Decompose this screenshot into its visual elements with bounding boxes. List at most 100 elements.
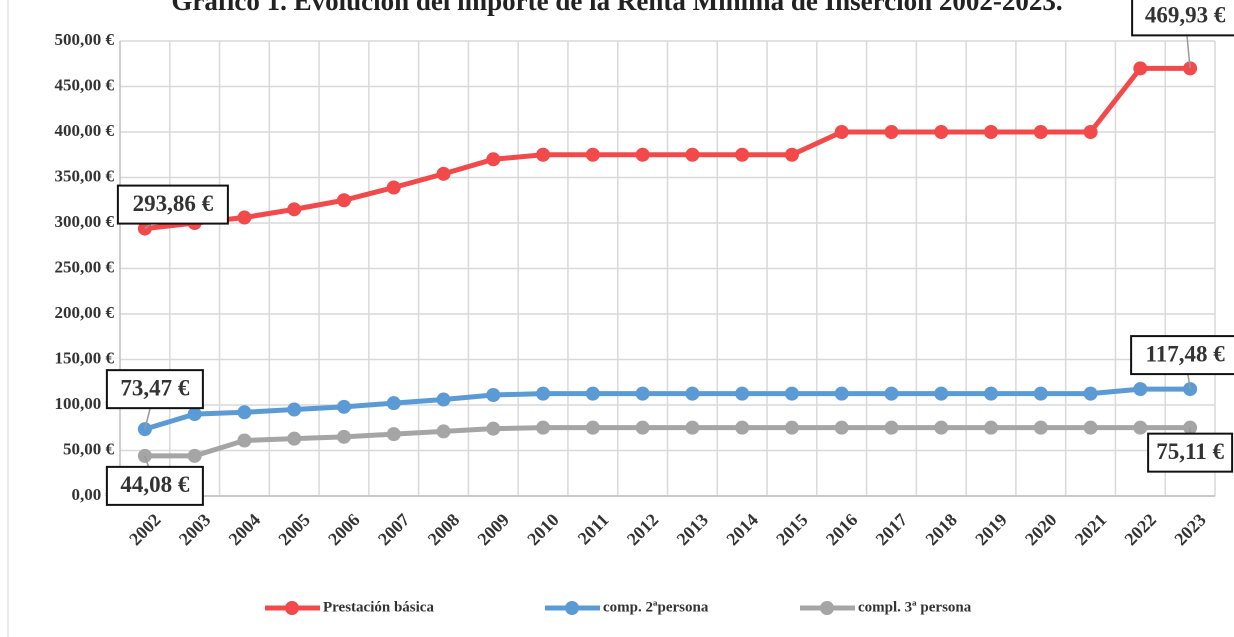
point xyxy=(884,125,899,139)
x-tick-label: 2013 xyxy=(673,510,713,550)
x-tick-label: 2017 xyxy=(872,510,912,550)
legend-marker xyxy=(565,601,579,615)
x-tick-label: 2003 xyxy=(175,510,215,550)
point xyxy=(1083,386,1098,401)
series-line xyxy=(144,65,1191,232)
label-box xyxy=(1130,335,1234,376)
point xyxy=(187,448,202,463)
point xyxy=(834,125,849,139)
point xyxy=(237,210,252,225)
point xyxy=(486,152,501,167)
point xyxy=(187,407,202,422)
point xyxy=(685,147,700,162)
point xyxy=(237,433,252,448)
point xyxy=(984,420,999,435)
point xyxy=(1033,386,1048,401)
point xyxy=(386,427,401,442)
legend-label: comp. 2ªpersona xyxy=(603,599,709,615)
point xyxy=(984,386,999,401)
x-tick-label: 2023 xyxy=(1170,510,1210,550)
point xyxy=(486,421,501,436)
point xyxy=(834,420,849,435)
point xyxy=(585,147,600,162)
point xyxy=(336,429,351,444)
y-tick-label: 400,00 € xyxy=(55,121,115,140)
point xyxy=(735,420,750,435)
y-tick-label: 200,00 € xyxy=(55,303,115,322)
x-tick-label: 2008 xyxy=(424,510,464,550)
point xyxy=(436,392,451,407)
point xyxy=(486,387,501,402)
point xyxy=(536,386,551,401)
point xyxy=(1133,420,1148,435)
x-tick-label: 2002 xyxy=(125,510,165,550)
point xyxy=(934,125,949,139)
point xyxy=(784,420,799,435)
x-tick-label: 2011 xyxy=(574,510,613,549)
legend-marker xyxy=(820,601,834,615)
x-tick-label: 2022 xyxy=(1120,510,1160,550)
point xyxy=(436,166,451,181)
point xyxy=(884,420,899,435)
point xyxy=(934,386,949,401)
chart-frame xyxy=(7,0,9,637)
y-tick-label: 0,00 € xyxy=(72,485,115,504)
point xyxy=(237,405,252,420)
label-box xyxy=(1147,432,1234,473)
chart-title: Gráfico 1. Evolución del importe de la R… xyxy=(171,0,1062,16)
label-box xyxy=(1131,0,1234,37)
point xyxy=(934,420,949,435)
data-label: 75,11 € xyxy=(1156,439,1224,464)
y-tick-label: 300,00 € xyxy=(55,212,115,231)
point xyxy=(336,193,351,208)
x-tick-label: 2015 xyxy=(772,510,812,550)
label-box xyxy=(116,184,229,225)
x-tick-label: 2009 xyxy=(473,510,513,550)
label-box xyxy=(105,465,204,506)
point xyxy=(784,147,799,162)
point xyxy=(984,125,999,139)
data-label: 293,86 € xyxy=(133,191,214,216)
x-tick-label: 2005 xyxy=(274,510,314,550)
x-tick-label: 2020 xyxy=(1021,510,1061,550)
point xyxy=(834,386,849,401)
point xyxy=(1033,420,1048,435)
point xyxy=(436,424,451,439)
x-tick-label: 2006 xyxy=(324,510,364,550)
x-tick-label: 2004 xyxy=(225,510,265,550)
point xyxy=(386,180,401,195)
y-tick-label: 350,00 € xyxy=(55,166,115,185)
x-tick-label: 2018 xyxy=(921,510,961,550)
x-tick-label: 2019 xyxy=(971,510,1011,550)
series-line xyxy=(144,425,1191,459)
point xyxy=(735,386,750,401)
point xyxy=(635,147,650,162)
data-label: 44,08 € xyxy=(120,472,190,497)
point xyxy=(635,386,650,401)
point xyxy=(386,396,401,411)
data-label: 117,48 € xyxy=(1145,341,1225,366)
data-label: 73,47 € xyxy=(120,375,190,400)
series-line xyxy=(144,386,1191,432)
point xyxy=(1083,125,1098,139)
point xyxy=(884,386,899,401)
y-tick-label: 150,00 € xyxy=(55,348,115,367)
point xyxy=(685,386,700,401)
point xyxy=(585,386,600,401)
point xyxy=(536,420,551,435)
data-label: 469,93 € xyxy=(1145,3,1226,28)
legend-label: Prestación básica xyxy=(323,599,434,615)
x-tick-label: 2012 xyxy=(623,510,663,550)
point xyxy=(735,147,750,162)
legend-label: compl. 3ª persona xyxy=(858,599,972,615)
point xyxy=(585,420,600,435)
x-tick-label: 2010 xyxy=(523,510,563,550)
point xyxy=(336,399,351,414)
point xyxy=(287,402,302,417)
point xyxy=(536,147,551,162)
y-tick-label: 100,00 € xyxy=(55,394,115,413)
x-tick-label: 2014 xyxy=(722,510,762,550)
label-box xyxy=(105,369,204,410)
point xyxy=(1033,125,1048,139)
